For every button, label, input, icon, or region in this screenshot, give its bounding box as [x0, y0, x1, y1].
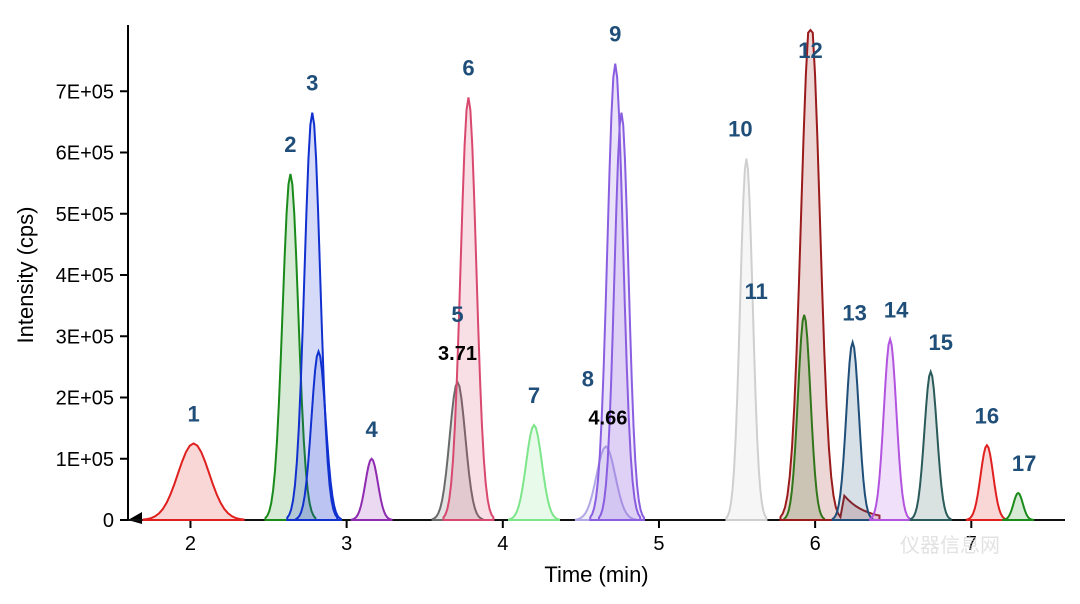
- peak-label-14: 14: [884, 297, 909, 322]
- chart-svg: 0 1E+05 2E+05 3E+05 4E+05 5E+05 6E+05 7E+05 2 3 4 5…: [0, 0, 1080, 604]
- svg-text:5: 5: [653, 533, 664, 555]
- peak-12: [780, 30, 879, 520]
- peak-label-5: 5: [451, 302, 463, 327]
- peak-13: [833, 342, 873, 520]
- svg-text:3E+05: 3E+05: [56, 326, 114, 348]
- peak-4: [352, 459, 392, 520]
- chromatogram-chart: 0 1E+05 2E+05 3E+05 4E+05 5E+05 6E+05 7E+05 2 3 4 5…: [0, 0, 1080, 604]
- svg-text:7E+05: 7E+05: [56, 81, 114, 103]
- peak-1: [144, 443, 244, 520]
- svg-text:6E+05: 6E+05: [56, 143, 114, 165]
- svg-text:1E+05: 1E+05: [56, 449, 114, 471]
- peak-17: [1003, 493, 1033, 520]
- peak-label-2: 2: [284, 132, 296, 157]
- peak-label-6: 6: [462, 55, 474, 80]
- peak-label-7: 7: [528, 383, 540, 408]
- peak-15: [911, 372, 951, 520]
- peak-label-8: 8: [582, 367, 594, 392]
- peak-label-10: 10: [728, 117, 752, 142]
- peak-16: [967, 445, 1007, 520]
- svg-text:3: 3: [341, 533, 352, 555]
- svg-text:Time (min): Time (min): [544, 562, 648, 587]
- peak-anno-5: 3.71: [438, 343, 477, 365]
- svg-text:Intensity (cps): Intensity (cps): [13, 207, 38, 344]
- peak-label-4: 4: [365, 417, 378, 442]
- peak-10: [726, 159, 766, 520]
- svg-text:2: 2: [185, 533, 196, 555]
- peak-label-17: 17: [1012, 451, 1036, 476]
- peak-anno-8: 4.66: [588, 408, 627, 430]
- peak-label-11: 11: [745, 279, 768, 304]
- svg-text:5E+05: 5E+05: [56, 204, 114, 226]
- svg-text:2E+05: 2E+05: [56, 388, 114, 410]
- svg-text:4E+05: 4E+05: [56, 265, 114, 287]
- watermark: 仪器信息网: [900, 534, 1000, 557]
- peak-7: [509, 425, 559, 520]
- svg-text:4: 4: [497, 533, 508, 555]
- peak-14: [870, 339, 910, 520]
- peak-label-9: 9: [609, 22, 621, 47]
- peak-label-16: 16: [975, 403, 999, 428]
- svg-text:6: 6: [810, 533, 821, 555]
- peak-label-15: 15: [928, 330, 952, 355]
- peak-label-13: 13: [842, 300, 866, 325]
- peak-label-1: 1: [187, 401, 199, 426]
- peak-label-3: 3: [306, 71, 318, 96]
- peak-label-12: 12: [798, 38, 822, 63]
- svg-text:0: 0: [103, 510, 114, 532]
